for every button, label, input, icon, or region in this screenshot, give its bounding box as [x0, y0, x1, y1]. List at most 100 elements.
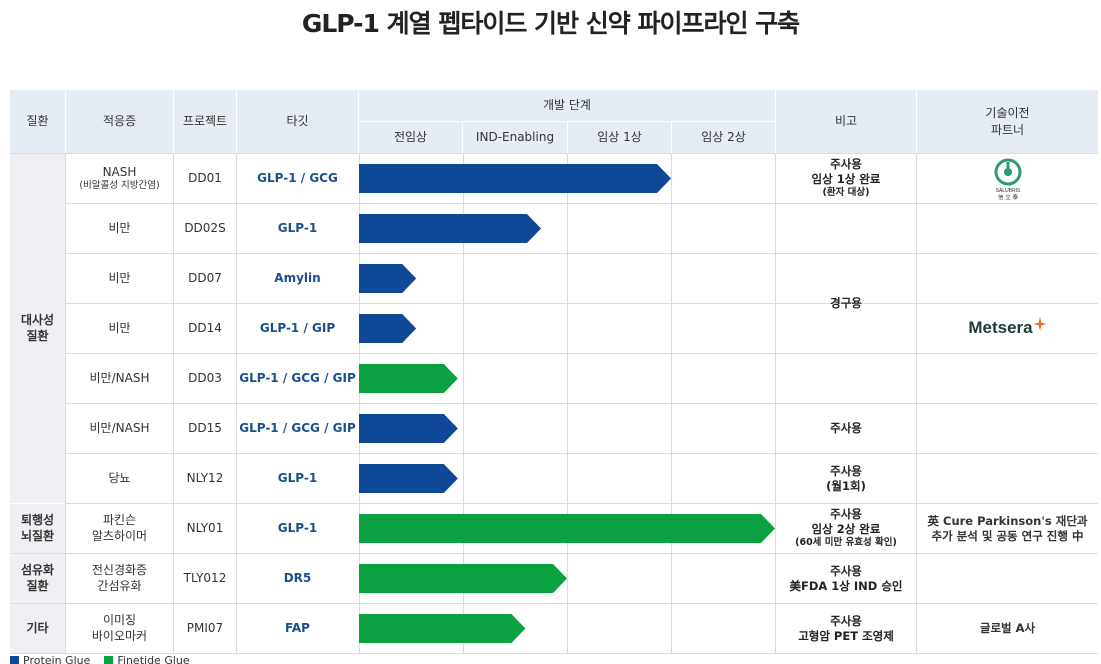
indication-cell: 당뇨	[66, 454, 173, 503]
note-nly01: 주사용 임상 2상 완료 (60세 미만 유효성 확인)	[776, 504, 916, 553]
indication-sub-label: (비알콜성 지방간염)	[79, 180, 160, 192]
disease-label-line1: 대사성	[20, 312, 55, 327]
header-disease: 질환	[10, 90, 65, 153]
note-line: (60세 미만 유효성 확인)	[795, 537, 897, 549]
note-line: 경구용	[830, 296, 862, 311]
project-cell: DD14	[188, 320, 222, 335]
note-pmi07: 주사용 고형암 PET 조영제	[776, 604, 916, 653]
note-line: (환자 대상)	[822, 187, 870, 199]
header-stage-phase2: 임상 2상	[672, 122, 775, 153]
legend-swatch-finetide	[104, 656, 114, 664]
partner-metsera: Metsera	[917, 204, 1098, 453]
partner-salubris: SALUBRIS 信 立 泰	[917, 154, 1098, 203]
target-cell: GLP-1	[277, 520, 318, 535]
note-dd15: 주사용	[776, 404, 916, 453]
disease-other: 기타	[10, 604, 65, 653]
project-cell: NLY01	[186, 520, 224, 535]
bar-tly012	[359, 564, 567, 593]
legend-swatch-protein	[10, 656, 19, 664]
target-cell: FAP	[285, 620, 310, 635]
indication-label: 파킨슨	[102, 512, 137, 527]
legend-label-finetide: Finetide Glue	[117, 654, 190, 664]
header-note: 비고	[776, 90, 916, 153]
indication-label: 비만/NASH	[89, 370, 150, 385]
disease-label-line2: 질환	[26, 578, 49, 593]
project-cell: DD07	[188, 270, 222, 285]
bar-dd02s	[359, 214, 541, 243]
partner-cure-line1: 英 Cure Parkinson's 재단과	[927, 513, 1088, 528]
bar-nly01	[359, 514, 775, 543]
project-cell: DD03	[188, 370, 222, 385]
target-cell: GLP-1	[277, 220, 318, 235]
header-project: 프로젝트	[174, 90, 236, 153]
indication-cell: NASH (비알콜성 지방간염)	[66, 154, 173, 203]
indication-cell: 비만/NASH	[66, 354, 173, 403]
legend-item-finetide: Finetide Glue	[104, 654, 190, 664]
note-oral: 경구용	[776, 204, 916, 403]
indication-cell: 파킨슨 알츠하이머	[66, 504, 173, 553]
disease-label-line1: 섬유화	[20, 562, 55, 577]
indication-cell: 전신경화증 간섬유화	[66, 554, 173, 603]
disease-label-line1: 기타	[26, 620, 49, 635]
disease-metabolic: 대사성 질환	[10, 154, 65, 503]
disease-fibrosis: 섬유화 질환	[10, 554, 65, 603]
target-cell: GLP-1 / GCG / GIP	[239, 420, 356, 435]
legend-label-protein: Protein Glue	[23, 654, 91, 664]
salubris-logo: SALUBRIS 信 立 泰	[994, 158, 1021, 201]
note-line: 임상 2상 완료	[811, 522, 881, 537]
indication-cell: 비만	[66, 304, 173, 353]
indication-cell: 이미징 바이오마커	[66, 604, 173, 653]
bar-dd01	[359, 164, 671, 193]
legend-item-protein: Protein Glue	[10, 654, 90, 664]
header-partner-line1: 기술이전	[985, 106, 1030, 121]
metsera-logo: Metsera	[968, 318, 1033, 338]
header-partner-line2: 파트너	[990, 122, 1025, 137]
header-stage-phase1: 임상 1상	[568, 122, 671, 153]
bar-nly12	[359, 464, 458, 493]
metsera-star-icon	[1032, 316, 1047, 331]
disease-label-line1: 퇴행성	[20, 512, 55, 527]
note-dd01: 주사용 임상 1상 완료 (환자 대상)	[776, 154, 916, 203]
partner-cure: 英 Cure Parkinson's 재단과 추가 분석 및 공동 연구 진행 …	[917, 504, 1098, 553]
note-line: 주사용	[830, 507, 862, 522]
page-title: GLP-1 계열 펩타이드 기반 신약 파이프라인 구축	[301, 9, 800, 38]
note-line: 고형암 PET 조영제	[798, 628, 894, 643]
note-line: 임상 1상 완료	[811, 172, 881, 187]
indication-label: 당뇨	[108, 470, 131, 485]
bar-dd03	[359, 364, 458, 393]
project-cell: DD15	[188, 420, 222, 435]
bar-dd14	[359, 314, 417, 343]
project-cell: DD02S	[184, 220, 226, 235]
bar-dd07	[359, 264, 417, 293]
target-cell: GLP-1 / GCG	[257, 170, 338, 185]
disease-label-line2: 질환	[26, 328, 49, 343]
header-target: 타깃	[237, 90, 358, 153]
target-cell: GLP-1	[277, 470, 318, 485]
header-stage-ind: IND-Enabling	[463, 122, 567, 153]
indication-sub-label: 알츠하이머	[91, 528, 148, 543]
salubris-logo-text: SALUBRIS	[995, 188, 1020, 194]
note-line: 주사용	[830, 157, 862, 172]
indication-cell: 비만/NASH	[66, 404, 173, 453]
note-line: 주사용	[830, 613, 862, 628]
indication-label: 비만/NASH	[89, 420, 150, 435]
indication-label: 전신경화증	[91, 562, 148, 577]
indication-label: 이미징	[102, 612, 137, 627]
note-nly12: 주사용 (월1회)	[776, 454, 916, 503]
disease-neuro: 퇴행성 뇌질환	[10, 504, 65, 553]
header-dev-stage: 개발 단계	[359, 90, 775, 121]
target-cell: DR5	[283, 570, 312, 585]
indication-sub-label: 바이오마커	[91, 628, 148, 643]
target-cell: GLP-1 / GIP	[259, 320, 336, 335]
target-cell: Amylin	[274, 270, 321, 285]
indication-label: NASH	[102, 164, 137, 179]
indication-label: 비만	[108, 270, 131, 285]
project-cell: TLY012	[183, 570, 227, 585]
note-line: 주사용	[830, 563, 862, 578]
header-stage-preclinical: 전임상	[359, 122, 462, 153]
note-line: 주사용	[830, 421, 862, 436]
legend: Protein Glue Finetide Glue	[10, 654, 190, 664]
indication-cell: 비만	[66, 204, 173, 253]
header-partner: 기술이전 파트너	[917, 90, 1098, 153]
